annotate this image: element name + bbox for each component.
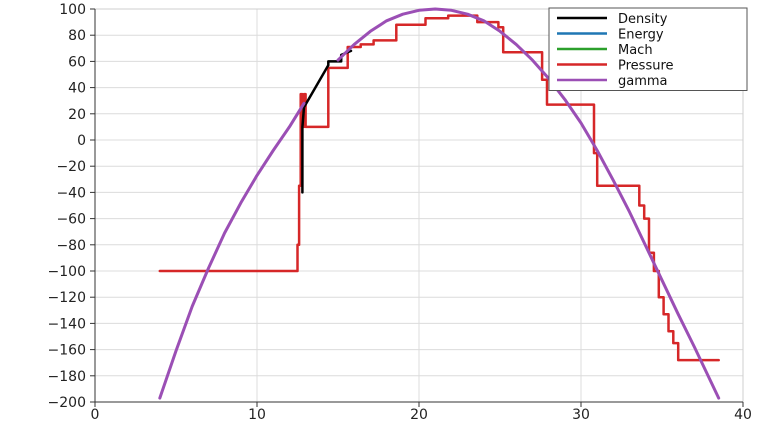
x-tick-label: 40 [734, 407, 752, 421]
legend-label-pressure: Pressure [618, 59, 674, 74]
y-tick-label: 0 [77, 133, 86, 149]
legend-label-density: Density [618, 12, 668, 27]
y-tick-label: −40 [56, 185, 86, 201]
y-tick-label: −60 [56, 212, 86, 228]
x-tick-label: 10 [248, 407, 266, 421]
series-group [158, 7, 721, 400]
x-tick-label: 30 [572, 407, 590, 421]
legend-label-energy: Energy [618, 28, 664, 43]
x-tick-label: 0 [91, 407, 100, 421]
grid [94, 8, 744, 403]
y-tick-label: −140 [48, 316, 86, 332]
y-tick-label: 20 [68, 107, 86, 123]
series-line-gamma [158, 101, 306, 400]
legend-label-mach: Mach [618, 43, 653, 58]
y-tick-label: 60 [68, 54, 86, 70]
y-tick-label: −200 [48, 395, 86, 411]
y-tick-label: 40 [68, 81, 86, 97]
y-tick-label: −80 [56, 238, 86, 254]
x-tick-label: 20 [410, 407, 428, 421]
series-line-gamma-segment-2 [336, 7, 721, 400]
y-tick-label: −100 [48, 264, 86, 280]
y-tick-label: −20 [56, 159, 86, 175]
tick-labels: 100806040200−20−40−60−80−100−120−140−160… [48, 2, 752, 421]
y-tick-label: 100 [59, 2, 86, 18]
y-tick-label: −120 [48, 290, 86, 306]
y-tick-label: 80 [68, 28, 86, 44]
y-tick-label: −180 [48, 369, 86, 385]
y-tick-label: −160 [48, 343, 86, 359]
legend-label-gamma: gamma [618, 74, 668, 89]
